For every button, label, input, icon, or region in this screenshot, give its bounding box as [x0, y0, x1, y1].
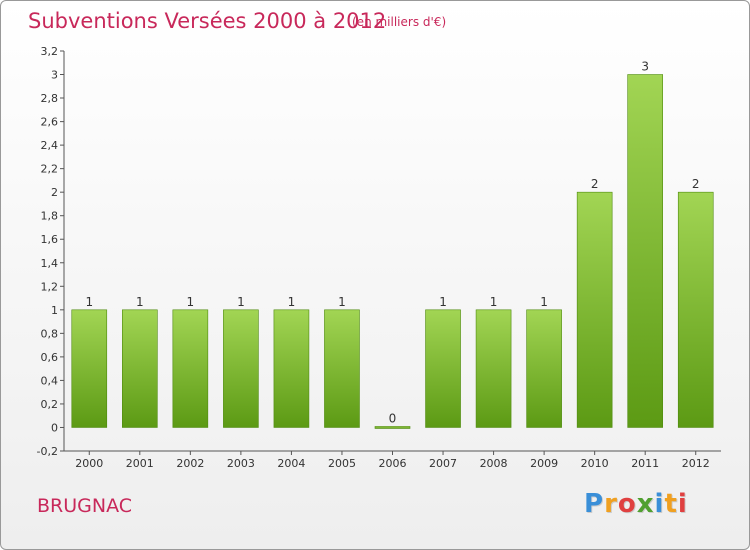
x-tick-label: 2008 — [480, 457, 508, 470]
y-tick-label: 0,2 — [41, 398, 59, 411]
value-label-2004: 1 — [288, 295, 296, 309]
value-label-2001: 1 — [136, 295, 144, 309]
x-tick-label: 2009 — [530, 457, 558, 470]
x-tick-label: 2012 — [682, 457, 710, 470]
y-tick-label: 2,2 — [41, 163, 59, 176]
axes — [63, 51, 721, 452]
y-tick-label: 0,4 — [41, 374, 59, 387]
bar-2003 — [223, 309, 259, 428]
brand-letter: x — [636, 489, 655, 519]
value-label-2002: 1 — [187, 295, 195, 309]
bar-2012 — [677, 191, 714, 428]
y-tick-label: 2 — [51, 186, 58, 199]
value-label-2012: 2 — [692, 177, 700, 191]
bar-2006 — [374, 426, 411, 429]
value-label-2011: 3 — [641, 60, 649, 74]
value-label-2009: 1 — [540, 295, 548, 309]
y-tick-label: 1,6 — [41, 233, 59, 246]
value-label-2005: 1 — [338, 295, 346, 309]
x-tick-label: 2003 — [227, 457, 255, 470]
value-label-2007: 1 — [439, 295, 447, 309]
value-label-2006: 0 — [389, 411, 397, 425]
x-tick-label: 2005 — [328, 457, 356, 470]
y-tick-label: 2,6 — [41, 116, 59, 129]
y-tick-label: 2,8 — [41, 92, 59, 105]
y-tick-label: 0,8 — [41, 327, 59, 340]
x-tick-label: 2001 — [126, 457, 154, 470]
y-tick-label: 1,2 — [41, 280, 59, 293]
bar-2001 — [122, 309, 158, 428]
brand-letter: P — [584, 489, 605, 519]
brand-letter: o — [617, 489, 637, 519]
value-label-2003: 1 — [237, 295, 245, 309]
bar-2000 — [71, 309, 108, 428]
bar-2011 — [627, 74, 663, 428]
y-axis-ticks: -0,2 0 0,2 0,4 0,6 0,8 1 1,2 1,4 1,6 1,8 2 2,2 2,4 2,6… — [37, 45, 64, 458]
value-label-2010: 2 — [591, 177, 599, 191]
bar-2008 — [475, 309, 512, 428]
y-tick-label: 1,4 — [41, 257, 59, 270]
brand-letter: r — [604, 489, 618, 519]
x-axis-ticks: 2000 2001 2002 2003 2004 2005 2006 2007 2008 2009… — [75, 451, 710, 470]
y-tick-label: 0 — [51, 421, 58, 434]
y-tick-label: 2,4 — [41, 139, 59, 152]
value-labels: 1 1 1 1 1 1 0 1 1 1 2 3 2 — [85, 60, 699, 426]
bars — [71, 74, 714, 429]
y-tick-label: 3,2 — [41, 45, 59, 58]
y-tick-label: 1,8 — [41, 210, 59, 223]
x-tick-label: 2007 — [429, 457, 457, 470]
place-name: BRUGNAC — [37, 495, 133, 517]
brand-letter: t — [664, 489, 678, 519]
x-tick-label: 2010 — [581, 457, 609, 470]
brand-letter: i — [654, 489, 665, 519]
y-tick-label: 0,6 — [41, 351, 59, 364]
x-tick-label: 2011 — [631, 457, 659, 470]
y-tick-label: 1 — [51, 304, 58, 317]
bar-2007 — [425, 309, 461, 428]
bar-2010 — [576, 191, 613, 428]
brand-letter: i — [677, 489, 688, 519]
x-tick-label: 2004 — [277, 457, 305, 470]
x-tick-label: 2000 — [75, 457, 103, 470]
x-tick-label: 2006 — [379, 457, 407, 470]
y-tick-label: 3 — [51, 69, 58, 82]
value-label-2008: 1 — [490, 295, 498, 309]
chart-subtitle: (en milliers d'€) — [352, 15, 447, 29]
bar-2009 — [526, 309, 562, 428]
bar-2005 — [324, 309, 360, 428]
x-tick-label: 2002 — [176, 457, 204, 470]
chart-title: Subventions Versées 2000 à 2012 — [28, 9, 387, 33]
bar-2002 — [172, 309, 209, 428]
bar-2004 — [273, 309, 310, 428]
value-label-2000: 1 — [85, 295, 93, 309]
y-tick-label: -0,2 — [37, 445, 58, 458]
brand-logo: Proxiti — [584, 489, 688, 519]
